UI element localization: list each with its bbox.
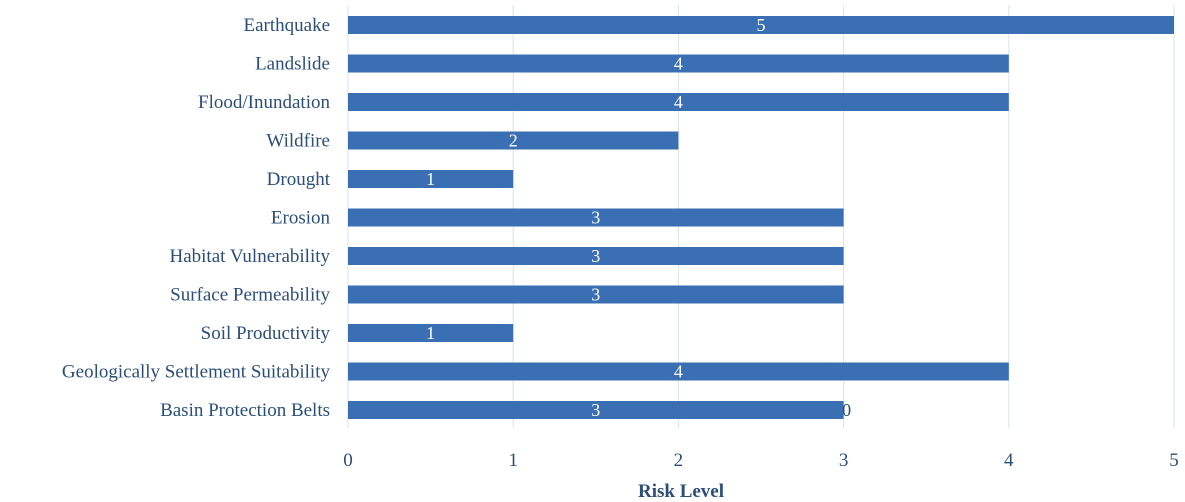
bar	[348, 285, 844, 304]
data-label: 3	[591, 400, 600, 420]
data-label: 1	[426, 169, 435, 189]
data-label: 4	[674, 362, 683, 382]
x-tick-labels: 0 1 2 3 4 5	[343, 450, 1179, 471]
bar	[348, 16, 1174, 34]
x-tick-label: 4	[1004, 450, 1014, 471]
x-tick-label: 2	[674, 450, 684, 471]
category-label: Surface Permeability	[170, 285, 330, 306]
data-label: 3	[591, 208, 600, 228]
bar	[348, 362, 1009, 381]
bar	[348, 131, 679, 150]
category-labels: Earthquake Landslide Flood/Inundation Wildf…	[62, 15, 331, 421]
data-label: 2	[509, 131, 518, 151]
data-label: 4	[674, 54, 683, 74]
category-label: Basin Protection Belts	[160, 400, 330, 421]
data-label: 5	[757, 15, 766, 35]
bar	[348, 401, 844, 419]
bar	[348, 170, 514, 188]
x-tick-label: 1	[508, 450, 518, 471]
bar	[348, 93, 1009, 111]
bar	[348, 247, 844, 265]
category-label: Drought	[267, 169, 331, 190]
bar	[348, 208, 844, 227]
category-label: Wildfire	[266, 131, 330, 152]
bar	[348, 54, 1009, 73]
category-label: Habitat Vulnerability	[170, 246, 331, 267]
data-label: 1	[426, 323, 435, 343]
x-tick-label: 3	[839, 450, 849, 471]
data-labels: 5 4 4 2 1 3 3 3 1 4 3 0	[426, 15, 851, 420]
x-tick-label: 0	[343, 450, 353, 471]
category-label: Soil Productivity	[201, 323, 331, 344]
bar	[348, 324, 514, 342]
category-label: Flood/Inundation	[198, 92, 330, 113]
data-label-annotation: 0	[842, 400, 851, 420]
category-label: Earthquake	[243, 15, 330, 36]
data-label: 4	[674, 92, 683, 112]
data-label: 3	[591, 246, 600, 266]
category-label: Erosion	[271, 208, 331, 229]
x-tick-label: 5	[1169, 450, 1179, 471]
bars	[348, 16, 1174, 419]
x-axis-title: Risk Level	[638, 481, 724, 502]
data-label: 3	[591, 285, 600, 305]
category-label: Landslide	[255, 54, 330, 75]
category-label: Geologically Settlement Suitability	[62, 362, 331, 383]
